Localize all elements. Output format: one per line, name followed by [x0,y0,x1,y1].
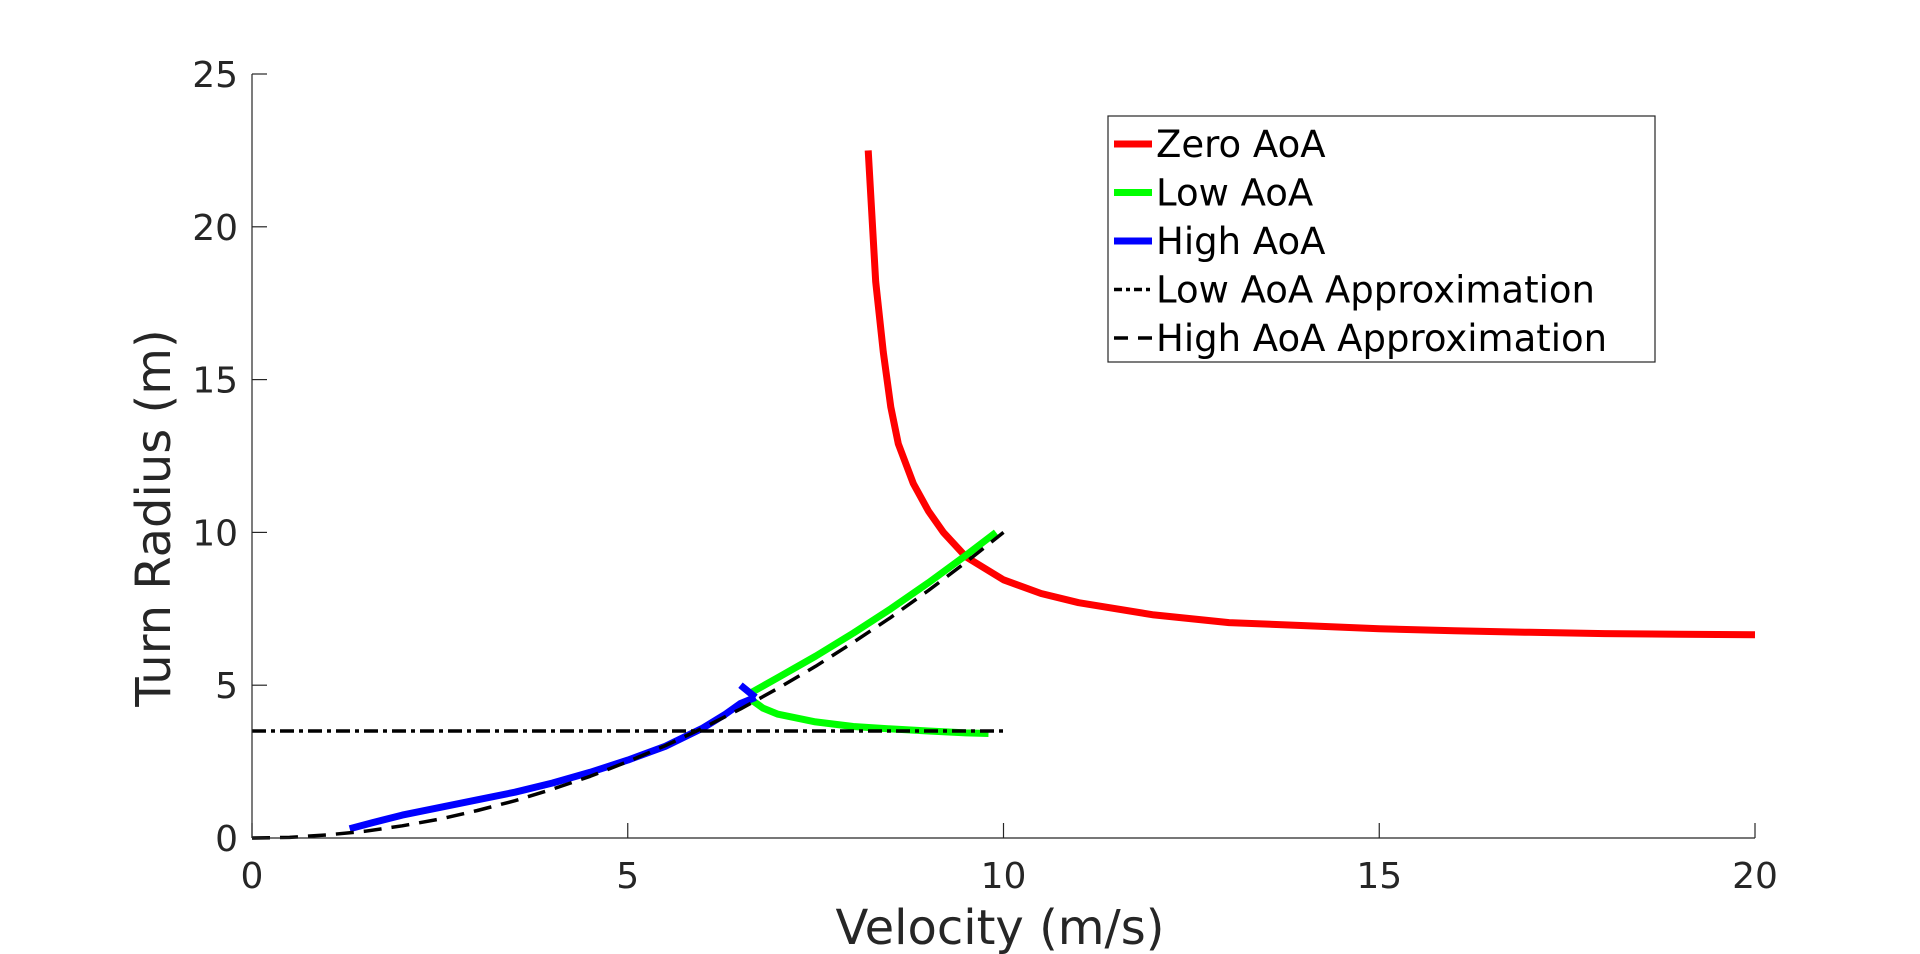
y-tick-label: 0 [215,819,238,860]
x-tick-label: 20 [1732,856,1778,897]
legend-label-zero-aoa: Zero AoA [1156,123,1326,166]
plot-lines [251,150,1756,840]
legend: Zero AoA Low AoA High AoA Low AoA Approxima… [1107,115,1656,363]
x-tick-label: 10 [981,856,1027,897]
x-tick-label: 0 [241,856,264,897]
series-line-low-aoa-lower-branch [745,694,989,737]
axes [251,73,1756,839]
legend-label-high-aoa-approximation: High AoA Approximation [1156,317,1607,360]
x-axis-title: Velocity (m/s) [836,900,1165,954]
x-tick-label: 5 [616,856,639,897]
x-tick-label: 15 [1356,856,1402,897]
series-line-high-aoa-approximation [251,531,1005,840]
y-tick-label: 10 [192,513,238,554]
y-tick-label: 15 [192,361,238,402]
y-tick-label: 25 [192,55,238,96]
series-line-zero-aoa [864,150,1756,639]
legend-label-low-aoa: Low AoA [1156,172,1313,215]
legend-label-low-aoa-approximation: Low AoA Approximation [1156,269,1595,312]
y-tick-label: 5 [215,666,238,707]
legend-box [1107,115,1656,363]
series-line-high-aoa [348,694,757,833]
tick-labels: 0 5 10 15 20 0 5 10 15 20 25 [192,55,1778,897]
series-line-high-aoa-upper-branch [738,682,758,701]
series-line-low-aoa [746,529,999,698]
legend-label-high-aoa: High AoA [1156,220,1325,263]
y-tick-label: 20 [192,208,238,249]
y-axis-title: Turn Radius (m) [126,329,182,707]
